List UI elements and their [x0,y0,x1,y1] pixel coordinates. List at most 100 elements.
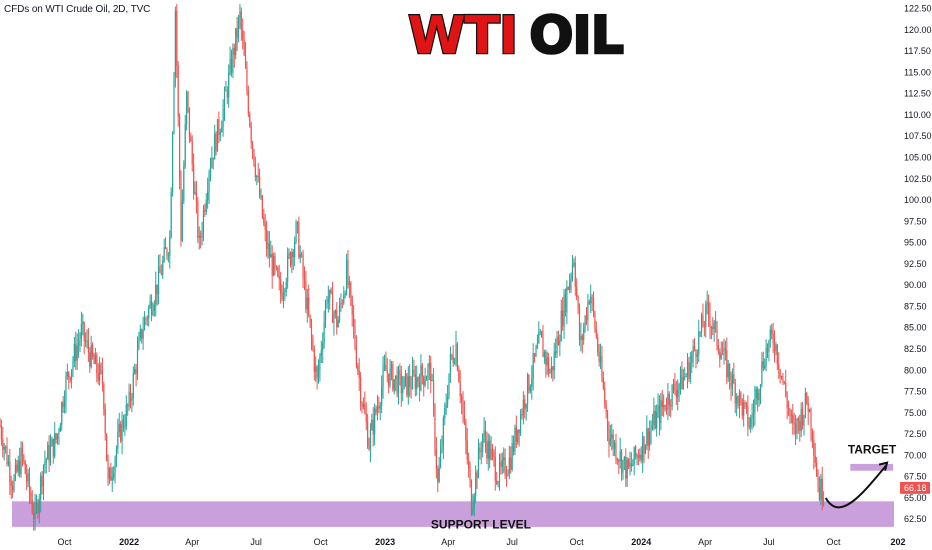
candle-body [310,323,313,339]
candle-body [253,149,255,165]
candle-body [814,455,816,463]
candle-body [341,302,343,304]
candle-body [277,267,279,276]
candle-body [747,405,749,427]
time-axis-bg [0,532,898,550]
candle-body [754,398,756,413]
time-tick-label: Oct [58,537,73,547]
candle-body [58,431,60,435]
candle-body [626,459,628,479]
candle-body [528,374,530,391]
candle-body [97,373,99,381]
time-tick-label: Oct [314,537,329,547]
candle-body [204,209,206,212]
candle-body [670,405,672,407]
candle-body [201,232,203,238]
candle-body [197,201,199,238]
candle-body [330,289,332,293]
candle-body [79,338,81,343]
candle-body [667,393,669,410]
price-tick-label: 77.50 [904,387,927,397]
candle-body [215,133,217,152]
candle-body [686,361,689,376]
candle-body [703,327,705,328]
candle-body [378,406,380,409]
price-tick-label: 80.00 [904,365,927,375]
candle-body [677,389,679,398]
candle-body [801,408,804,426]
candle-body [94,354,97,364]
price-tick-label: 105.00 [904,152,932,162]
candle-body [306,297,308,310]
candle-body [587,301,589,321]
candle-body [800,408,802,431]
candle-body [34,506,36,519]
candle-body [650,428,652,432]
candle-body [47,445,49,460]
candle-body [242,29,244,40]
candle-body [435,448,437,469]
candle-body [139,329,141,338]
candle-body [23,455,25,462]
candle-body [100,364,102,370]
candle-body [806,393,808,404]
candle-body [821,478,823,502]
candle-body [49,446,52,463]
candle-body [390,364,393,368]
candle-body [505,475,508,477]
candle-body [469,468,471,481]
candle-body [696,354,698,357]
candle-body [334,310,336,315]
candle-body [31,500,33,513]
candle-body [42,465,45,487]
candle-body [618,460,620,462]
candle-body [180,178,182,241]
candle-body [803,414,805,426]
candle-body [628,459,630,468]
candle-body [730,380,732,388]
candle-body [218,119,220,135]
candle-body [317,370,320,378]
candle-body [490,448,492,460]
candle-body [550,366,553,373]
price-tick-label: 117.50 [904,46,931,56]
candle-body [712,327,714,330]
candle-body [296,222,299,224]
candle-body [86,340,88,342]
candle-body [294,242,296,258]
candle-body [511,443,513,470]
candle-body [714,322,717,323]
candle-body [156,284,158,295]
candle-body [397,370,400,395]
price-tick-label: 115.00 [904,67,931,77]
candle-body [181,201,184,241]
candle-body [111,476,113,481]
candle-body [148,307,150,319]
candle-body [783,381,785,383]
candle-body [813,439,815,456]
time-tick-label: Apr [185,537,199,547]
candle-body [759,384,762,394]
candle-body [176,10,178,66]
candle-body [284,290,286,293]
candle-body [90,344,92,367]
candle-body [713,322,715,330]
candle-body [261,195,263,218]
candle-body [463,413,466,422]
candle-body [239,11,241,18]
candle-body [256,175,258,178]
candle-body [254,164,256,178]
candle-body [532,353,534,378]
candle-body [113,473,115,477]
candle-body [483,430,485,435]
candle-body [487,440,489,459]
candle-body [622,460,624,473]
candle-body [794,424,797,434]
candle-body [491,448,494,452]
candle-body [533,353,536,357]
candle-body [524,399,526,409]
target-zone [850,463,894,471]
candle-body [535,347,537,357]
